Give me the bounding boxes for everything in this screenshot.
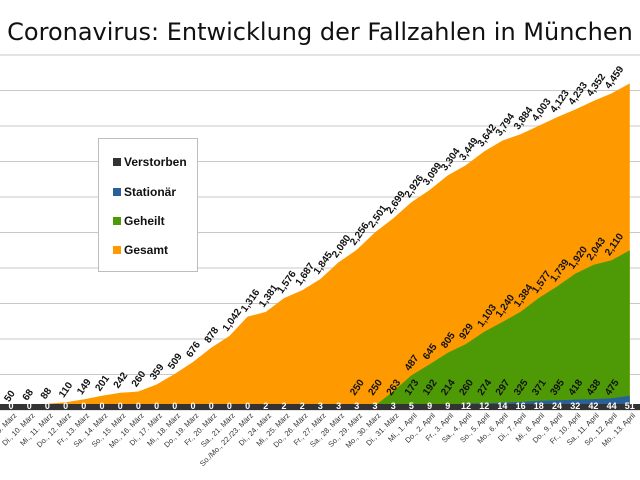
data-label-verstorben: 14 xyxy=(497,401,507,411)
legend: Verstorben Stationär Geheilt Gesamt xyxy=(98,138,198,272)
data-label-gesamt: 509 xyxy=(166,351,185,371)
data-label-verstorben: 2 xyxy=(300,401,305,411)
data-label-verstorben: 0 xyxy=(8,401,13,411)
data-label-gesamt: 260 xyxy=(130,369,149,389)
legend-label-verstorben: Verstorben xyxy=(124,155,187,169)
data-label-verstorben: 42 xyxy=(588,401,598,411)
data-label-verstorben: 24 xyxy=(552,401,562,411)
data-label-verstorben: 0 xyxy=(172,401,177,411)
data-label-verstorben: 0 xyxy=(154,401,159,411)
chart-title: Coronavirus: Entwicklung der Fallzahlen … xyxy=(7,18,633,46)
data-label-verstorben: 5 xyxy=(409,401,414,411)
data-label-verstorben: 3 xyxy=(354,401,359,411)
data-label-verstorben: 0 xyxy=(245,401,250,411)
data-label-verstorben: 3 xyxy=(372,401,377,411)
data-label-verstorben: 51 xyxy=(625,401,635,411)
data-label-gesamt: 88 xyxy=(39,386,55,402)
data-label-verstorben: 3 xyxy=(336,401,341,411)
legend-label-stationaer: Stationär xyxy=(124,185,177,199)
data-label-verstorben: 12 xyxy=(461,401,471,411)
data-label-verstorben: 12 xyxy=(479,401,489,411)
data-label-verstorben: 2 xyxy=(263,401,268,411)
data-label-gesamt: 359 xyxy=(148,362,167,382)
legend-swatch-stationaer xyxy=(113,188,121,196)
data-label-verstorben: 18 xyxy=(534,401,544,411)
data-label-verstorben: 9 xyxy=(445,401,450,411)
data-label-gesamt: 242 xyxy=(112,370,131,390)
data-label-gesamt: 878 xyxy=(203,325,222,345)
series-area-gesamt xyxy=(11,83,630,411)
data-label-verstorben: 0 xyxy=(63,401,68,411)
data-label-verstorben: 0 xyxy=(45,401,50,411)
data-label-verstorben: 0 xyxy=(209,401,214,411)
series-area-geheilt xyxy=(356,250,630,410)
legend-swatch-geheilt xyxy=(113,217,121,225)
data-label-verstorben: 44 xyxy=(607,401,617,411)
data-label-verstorben: 16 xyxy=(516,401,526,411)
series-areas xyxy=(0,83,640,411)
data-label-gesamt: 110 xyxy=(57,380,76,400)
series-area-verstorben xyxy=(0,404,640,410)
legend-label-geheilt: Geheilt xyxy=(124,214,165,228)
data-label-verstorben: 0 xyxy=(190,401,195,411)
data-label-verstorben: 0 xyxy=(118,401,123,411)
data-label-gesamt: 201 xyxy=(93,373,112,393)
data-label-verstorben: 9 xyxy=(427,401,432,411)
legend-item-stationaer: Stationär xyxy=(113,185,176,199)
data-label-verstorben: 0 xyxy=(136,401,141,411)
data-label-verstorben: 3 xyxy=(391,401,396,411)
legend-item-verstorben: Verstorben xyxy=(113,155,187,169)
legend-swatch-gesamt xyxy=(113,246,121,254)
data-label-verstorben: 0 xyxy=(81,401,86,411)
data-label-verstorben: 0 xyxy=(27,401,32,411)
data-label-verstorben: 0 xyxy=(227,401,232,411)
legend-swatch-verstorben xyxy=(113,158,121,166)
data-label-gesamt: 149 xyxy=(75,377,94,397)
data-label-verstorben: 0 xyxy=(99,401,104,411)
legend-item-gesamt: Gesamt xyxy=(113,243,168,257)
data-label-verstorben: 32 xyxy=(570,401,580,411)
data-label-verstorben: 2 xyxy=(281,401,286,411)
data-label-verstorben: 3 xyxy=(318,401,323,411)
legend-item-geheilt: Geheilt xyxy=(113,214,165,228)
legend-label-gesamt: Gesamt xyxy=(124,243,169,257)
